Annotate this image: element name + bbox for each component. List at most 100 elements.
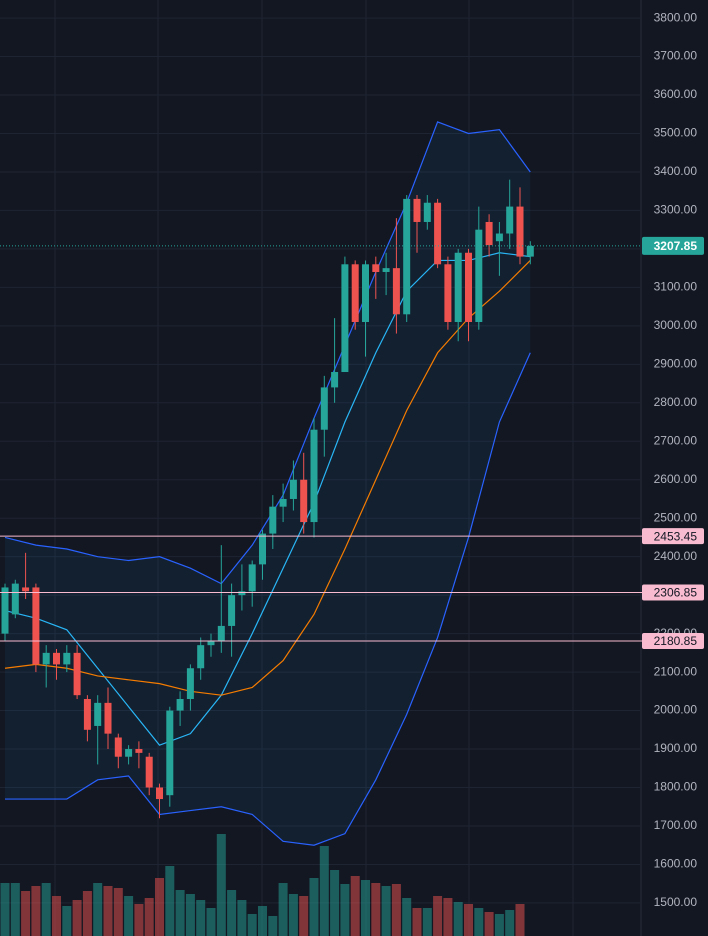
volume-bar: [185, 894, 195, 936]
candle-body: [289, 479, 297, 499]
y-tick-label: 3600.00: [654, 87, 698, 101]
y-tick-label: 3800.00: [654, 10, 698, 24]
volume-bar: [340, 884, 350, 936]
candle-body: [362, 264, 369, 323]
price-label: 2180.85: [654, 634, 698, 648]
candle-body: [238, 591, 246, 596]
volume-bar: [0, 883, 10, 936]
indicator-line: [4, 121, 531, 585]
band-fill: [5, 121, 531, 846]
volume-bar: [62, 906, 72, 936]
volume-bar: [41, 883, 51, 936]
volume-bar: [371, 883, 381, 936]
last-price-label: 3207.85: [654, 239, 698, 253]
price-label: 2306.85: [654, 586, 698, 600]
candle-body: [454, 252, 462, 323]
volume-bar: [93, 883, 103, 936]
volume-bar: [350, 876, 360, 936]
volume-bar: [484, 912, 494, 936]
candle-body: [413, 198, 421, 222]
y-tick-label: 1900.00: [654, 741, 698, 755]
candle-body: [114, 737, 122, 757]
volume-bar: [361, 880, 370, 936]
y-tick-label: 1500.00: [654, 895, 698, 909]
y-tick-label: 2600.00: [654, 472, 698, 486]
volume-bar: [82, 891, 92, 936]
candle-body: [94, 702, 102, 726]
volume-bar: [381, 886, 391, 936]
price-label-box: [642, 584, 704, 601]
volume-bar: [113, 888, 123, 936]
y-tick-label: 3700.00: [654, 49, 698, 63]
candle-body: [392, 268, 400, 315]
candle-body: [269, 506, 277, 534]
volume-bar: [216, 834, 226, 936]
volume-bar: [453, 902, 463, 936]
candle-body: [186, 668, 194, 700]
candle-body: [475, 229, 483, 323]
candle-body: [176, 699, 184, 711]
volume-bar: [165, 866, 175, 936]
volume-bar: [258, 906, 267, 936]
volume-bar: [330, 870, 340, 936]
volume-bar: [402, 898, 412, 936]
candle-body: [11, 583, 19, 615]
price-label-box: [642, 528, 704, 545]
candle-body: [207, 641, 215, 646]
candle-body: [382, 268, 390, 272]
indicator-line: [4, 260, 531, 696]
y-tick-label: 1700.00: [654, 818, 698, 832]
candle-body: [444, 264, 452, 323]
y-tick-label: 2100.00: [654, 664, 698, 678]
volume-bar: [412, 908, 422, 936]
volume-bar: [309, 878, 319, 936]
candle-body: [217, 625, 225, 642]
candle-body: [495, 233, 503, 242]
candle-body: [403, 198, 411, 315]
candle-body: [73, 652, 81, 696]
volume-bar: [21, 891, 31, 936]
candle-body: [485, 221, 493, 246]
y-tick-label: 1800.00: [654, 780, 698, 794]
candle-body: [104, 702, 112, 734]
y-tick-label: 2000.00: [654, 703, 698, 717]
candle-body: [465, 252, 472, 323]
candle-body: [259, 533, 266, 565]
candle-body: [320, 387, 328, 430]
candle-body: [42, 652, 50, 665]
candle-body: [135, 749, 143, 753]
volume-bar: [144, 898, 154, 936]
y-tick-label: 2900.00: [654, 356, 698, 370]
candle-body: [1, 587, 9, 634]
candle-body: [22, 587, 30, 592]
y-tick-label: 3100.00: [654, 280, 698, 294]
volume-bar: [474, 908, 484, 936]
y-tick-label: 2500.00: [654, 510, 698, 524]
volume-bar: [515, 904, 525, 936]
volume-bar: [268, 916, 278, 936]
volume-bar: [237, 900, 247, 936]
last-price-box: [642, 236, 704, 255]
volume-bar: [103, 886, 113, 936]
candle-body: [300, 479, 308, 523]
volume-bar: [464, 904, 473, 936]
indicator-line: [4, 252, 531, 746]
candle-body: [53, 652, 60, 665]
candle-body: [125, 749, 133, 757]
y-tick-label: 3500.00: [654, 126, 698, 140]
y-tick-label: 1600.00: [654, 857, 698, 871]
price-label-box: [642, 632, 704, 649]
volume-bar: [155, 878, 164, 936]
candle-body: [279, 498, 287, 507]
candle-body: [166, 710, 174, 796]
volume-bar: [72, 900, 82, 936]
y-tick-label: 2700.00: [654, 433, 698, 447]
price-label: 2453.45: [654, 529, 698, 543]
candle-body: [516, 206, 524, 257]
candle-body: [351, 264, 359, 323]
volume-bar: [391, 884, 401, 936]
candle-body: [32, 587, 40, 665]
candle-body: [526, 245, 534, 257]
volume-bar: [278, 883, 288, 936]
